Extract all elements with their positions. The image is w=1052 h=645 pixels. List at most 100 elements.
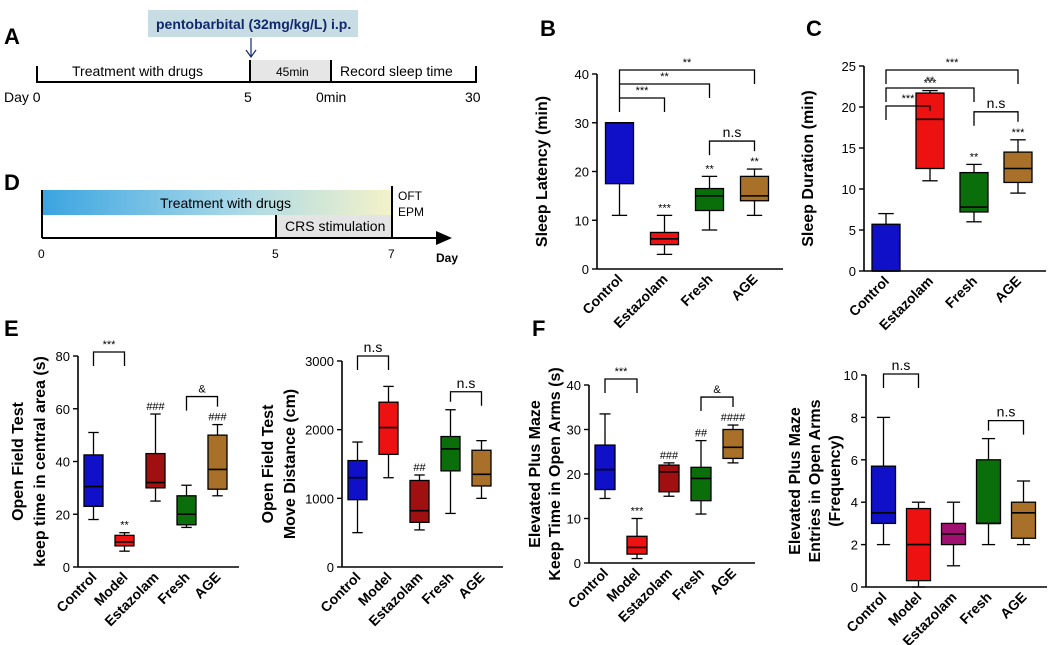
significance-label: *** xyxy=(631,506,645,518)
y-tick-label: 30 xyxy=(567,423,581,438)
box-estazolam xyxy=(915,92,945,170)
box-fresh xyxy=(694,187,725,212)
box-control xyxy=(347,459,368,501)
significance-bracket xyxy=(618,69,756,84)
significance-bracket xyxy=(618,83,711,98)
interval-box xyxy=(251,60,331,82)
timeline-a-tick-5: 5 xyxy=(244,89,252,105)
timeline-d-tests-oft: OFT xyxy=(398,189,423,203)
y-tick-label: 10 xyxy=(844,368,858,383)
significance-bracket xyxy=(885,69,1019,84)
y-tick-label: 10 xyxy=(575,213,589,228)
category-label: AGE xyxy=(997,589,1030,622)
injection-box xyxy=(148,10,358,37)
y-axis-label: Move Distance (cm) xyxy=(282,389,299,539)
timeline-a: pentobarbital (32mg/kg/L) i.p. Treatment… xyxy=(4,10,481,105)
box-age xyxy=(207,434,228,490)
y-axis-label: Sleep Latency (min) xyxy=(534,96,551,247)
panel-letter-a: A xyxy=(4,24,20,49)
y-axis-label: Open Field Test xyxy=(10,401,27,521)
box-estazolam xyxy=(145,452,166,489)
y-tick-label: 2 xyxy=(851,538,858,553)
y-axis-label: Entries in Open Arms xyxy=(807,399,824,562)
y-tick-label: 25 xyxy=(842,59,856,74)
y-tick-label: 2000 xyxy=(305,423,334,438)
y-axis-label: Elevated Plus Maze xyxy=(527,400,544,548)
category-label: Fresh xyxy=(669,565,707,603)
box-age xyxy=(1003,151,1033,184)
box-control xyxy=(594,444,616,491)
y-tick-label: 8 xyxy=(851,410,858,425)
bracket-label: *** xyxy=(946,57,960,69)
significance-bracket xyxy=(604,378,638,393)
y-tick-label: 0 xyxy=(849,264,856,279)
timeline-d-tick-0: 0 xyxy=(38,247,45,261)
timeline-a-tick-0min: 0min xyxy=(316,89,346,105)
y-tick-label: 3000 xyxy=(305,354,334,369)
bracket-label: n.s xyxy=(987,95,1006,111)
y-tick-label: 0 xyxy=(63,560,70,575)
significance-bracket xyxy=(449,391,483,406)
timeline-a-day0: Day 0 xyxy=(4,89,41,105)
y-axis-label: Elevated Plus Maze xyxy=(787,407,804,555)
bracket-label: & xyxy=(713,384,721,396)
box-estazolam xyxy=(409,479,430,524)
box-estazolam xyxy=(658,464,680,493)
bracket-label: & xyxy=(198,384,206,396)
y-tick-label: 0 xyxy=(574,556,581,571)
y-tick-label: 15 xyxy=(842,141,856,156)
timeline-d-arrowhead xyxy=(436,231,452,245)
bracket-label: *** xyxy=(902,93,916,105)
y-axis-label: Open Field Test xyxy=(260,404,277,524)
timeline-d: Treatment with drugs CRS stimulation OFT… xyxy=(38,186,458,265)
y-tick-label: 60 xyxy=(56,402,70,417)
y-tick-label: 0 xyxy=(327,560,334,575)
significance-label: ### xyxy=(208,412,227,424)
timeline-a-treatment: Treatment with drugs xyxy=(72,63,203,79)
bracket-label: n.s xyxy=(457,375,476,391)
category-label: Fresh xyxy=(418,569,456,607)
box-control xyxy=(83,454,104,507)
box-fresh xyxy=(959,171,989,213)
significance-bracket xyxy=(356,355,390,370)
y-tick-label: 80 xyxy=(56,349,70,364)
y-tick-label: 10 xyxy=(842,182,856,197)
box-fresh xyxy=(176,495,197,526)
timeline-a-tick-30: 30 xyxy=(465,89,481,105)
significance-bracket xyxy=(618,97,666,112)
category-label: AGE xyxy=(991,273,1024,306)
category-label: AGE xyxy=(728,271,761,304)
timeline-d-unit: Day xyxy=(436,251,458,265)
significance-label: *** xyxy=(658,202,672,214)
y-tick-label: 30 xyxy=(575,116,589,131)
significance-bracket xyxy=(708,140,756,156)
panel-letter-c: C xyxy=(806,16,822,41)
panel-letter-b: B xyxy=(540,16,556,41)
significance-bracket xyxy=(92,351,126,366)
bracket-label: ** xyxy=(926,75,935,87)
timeline-a-interval: 45min xyxy=(276,65,309,79)
box-model xyxy=(114,534,135,547)
bracket-label: n.s xyxy=(723,124,742,140)
bracket-label: n.s xyxy=(892,357,911,373)
category-label: Control xyxy=(317,569,364,616)
category-label: AGE xyxy=(191,569,224,602)
box-control xyxy=(604,122,635,185)
timeline-d-tick-5: 5 xyxy=(272,247,279,261)
significance-label: ### xyxy=(660,450,679,462)
y-tick-label: 0 xyxy=(851,580,858,595)
injection-label: pentobarbital (32mg/kg/L) i.p. xyxy=(156,16,351,32)
significance-bracket xyxy=(885,87,975,102)
significance-label: *** xyxy=(924,78,938,90)
category-label: Control xyxy=(843,589,890,636)
y-tick-label: 40 xyxy=(575,67,589,82)
y-axis-label: (Frequency) xyxy=(827,435,844,527)
timeline-d-line xyxy=(41,186,440,239)
y-axis-label: Keep Time in Open Arms (s) xyxy=(547,367,564,580)
y-tick-label: 40 xyxy=(56,455,70,470)
timeline-d-treatment: Treatment with drugs xyxy=(160,195,291,211)
significance-label: ** xyxy=(705,163,714,175)
category-label: Fresh xyxy=(677,271,715,309)
y-tick-label: 10 xyxy=(567,512,581,527)
y-tick-label: 20 xyxy=(567,467,581,482)
